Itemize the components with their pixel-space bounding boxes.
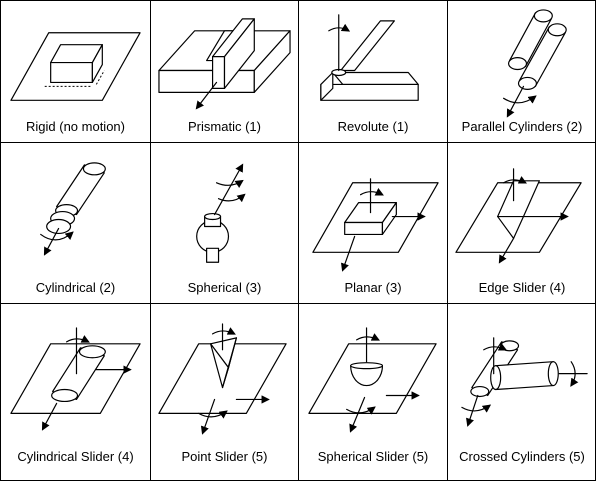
joint-cell-cylindrical-slider: Cylindrical Slider (4) <box>0 304 150 481</box>
spherical-slider-joint-drawing <box>308 327 437 433</box>
joint-cell-cylindrical: Cylindrical (2) <box>0 143 150 304</box>
joint-label: Spherical Slider (5) <box>317 449 429 464</box>
joint-cell-point-slider: Point Slider (5) <box>150 304 298 481</box>
rigid-joint-drawing <box>10 32 141 101</box>
joint-label: Revolute (1) <box>337 119 409 134</box>
joint-label: Prismatic (1) <box>188 119 261 134</box>
joint-label: Parallel Cylinders (2) <box>461 119 583 134</box>
joint-cell-crossed-cylinders: Crossed Cylinders (5) <box>447 304 596 481</box>
parallel-cylinders-joint-drawing <box>503 9 567 118</box>
point-slider-joint-drawing <box>158 323 287 435</box>
spherical-joint-drawing <box>196 163 246 263</box>
joint-label: Crossed Cylinders (5) <box>459 449 585 464</box>
joint-cell-rigid: Rigid (no motion) <box>0 1 150 143</box>
cylindrical-slider-joint-drawing <box>10 327 141 431</box>
joint-cell-planar: Planar (3) <box>298 143 447 304</box>
joint-label: Spherical (3) <box>187 280 262 295</box>
edge-slider-joint-drawing <box>455 168 582 264</box>
cylindrical-joint-drawing <box>40 162 106 256</box>
joint-cell-parallel-cylinders: Parallel Cylinders (2) <box>447 1 596 143</box>
joint-label: Planar (3) <box>344 280 402 295</box>
revolute-joint-drawing <box>320 14 419 101</box>
joint-cell-revolute: Revolute (1) <box>298 1 447 143</box>
joint-label: Cylindrical Slider (4) <box>17 449 134 464</box>
joint-cell-prismatic: Prismatic (1) <box>150 1 298 143</box>
joint-cell-spherical-slider: Spherical Slider (5) <box>298 304 447 481</box>
planar-joint-drawing <box>312 178 439 272</box>
crossed-cylinders-joint-drawing <box>461 337 588 427</box>
joint-label: Cylindrical (2) <box>35 280 116 295</box>
joint-label: Point Slider (5) <box>181 449 268 464</box>
joint-cell-spherical: Spherical (3) <box>150 143 298 304</box>
joint-cell-edge-slider: Edge Slider (4) <box>447 143 596 304</box>
joint-label: Edge Slider (4) <box>478 280 566 295</box>
prismatic-joint-drawing <box>158 18 291 110</box>
joint-label: Rigid (no motion) <box>26 119 125 134</box>
